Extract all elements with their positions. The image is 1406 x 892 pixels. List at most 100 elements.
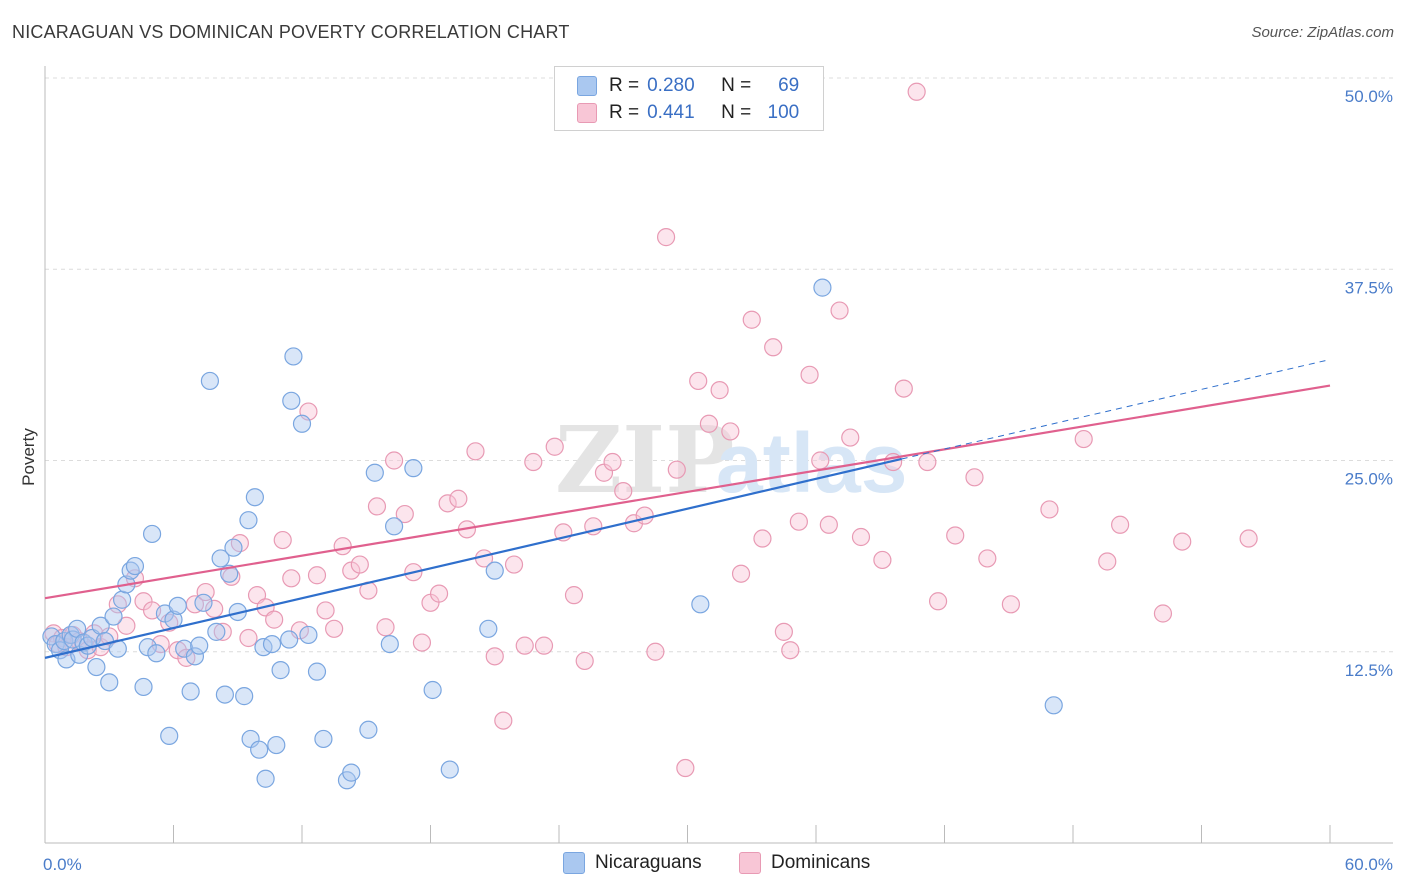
legend-n-label: N = [721,102,752,123]
x-tick-label: 60.0% [1345,855,1393,874]
legend-n-value: 69 [778,75,800,96]
nicaraguan-trend-extension [901,359,1331,460]
dominican-point [466,442,485,461]
dominican-point [376,618,395,637]
dominican-point [265,610,284,629]
nicaraguan-point [125,556,145,576]
nicaraguan-point [292,414,312,433]
dominican-point [978,549,997,568]
nicaraguan-point [485,561,504,580]
series-legend: Nicaraguans Dominicans [0,852,1406,878]
legend-label-nicaraguans: Nicaraguans [595,852,702,873]
dominican-point [603,452,622,472]
dominican-point [742,310,761,329]
legend-r-label: R = [609,102,640,123]
nicaraguan-point [181,682,200,701]
dominican-point [753,529,772,548]
dominican-point [117,616,136,635]
dominican-point [656,228,676,247]
legend-item-dominicans: Dominicans [739,852,870,874]
dominican-point [438,494,457,513]
dominican-point [564,586,584,605]
nicaraguan-point [280,630,299,649]
dominican-point [781,641,800,660]
nicaraguan-point [284,347,303,366]
dominican-point [1153,604,1173,623]
nicaraguan-point [112,590,132,609]
nicaraguan-point [479,619,498,638]
dominican-point [307,566,327,585]
legend-swatch-nicaraguans [563,852,585,874]
dominican-point [614,482,633,501]
dominican-point [575,651,594,671]
dominican-point [851,527,871,547]
legend-row-dominicans: R = 0.441 N = 100 [577,101,799,125]
dominican-point [395,504,414,524]
nicaraguan-point [160,726,179,746]
dominican-point [841,428,860,447]
nicaraguan-point [256,769,275,788]
nicaraguan-point [194,593,213,612]
nicaraguan-point [1044,696,1063,715]
nicaraguan-point [100,673,119,692]
nicaraguan-point [185,647,205,666]
y-tick-label: 37.5% [1345,278,1393,297]
dominican-point [873,550,892,570]
dominican-point [384,451,404,470]
nicaraguan-point [215,685,234,704]
nicaraguan-point [271,661,290,680]
dominican-point [213,622,232,641]
nicaraguan-trend-line [44,457,902,659]
dominican-point [667,460,686,479]
nicaraguan-point [691,595,710,614]
dominican-point [534,636,554,655]
nicaraguan-point [380,634,399,654]
dominican-point [485,647,504,666]
legend-r-value: 0.280 [647,75,695,96]
dominican-point [710,381,729,400]
trend-lines [44,359,1331,659]
dominican-point [524,452,543,472]
dominican-point [239,628,258,648]
legend-label-dominicans: Dominicans [771,852,871,873]
nicaraguan-point [239,511,258,530]
dominican-point [449,489,468,508]
legend-r-value: 0.441 [647,102,695,123]
legend-swatch-dominicans [577,103,597,123]
tick-labels: 12.5% 25.0% 37.5% 50.0% 0.0% 60.0% [43,87,1393,874]
dominican-point [1040,500,1059,519]
y-tick-label: 12.5% [1345,661,1393,680]
nicaraguan-point [207,622,226,641]
dominican-point [800,365,819,384]
nicaraguan-point [384,517,404,536]
dominican-point [350,555,369,574]
dominican-point [494,711,513,730]
dominican-point [273,530,292,550]
dominican-point [205,599,224,619]
dominican-point [325,619,344,638]
dominican-point [894,379,913,398]
nicaraguan-point [365,463,384,482]
dominican-point [1098,552,1117,571]
y-axis-label: Poverty [19,428,38,486]
dominican-point [764,338,783,357]
nicaraguan-point [404,459,423,478]
watermark-zip: ZIP [555,406,734,514]
nicaraguan-point [235,687,254,706]
axes [44,66,1393,844]
x-tick-label: 0.0% [43,855,82,874]
dominican-point [646,642,665,661]
nicaraguan-point [245,488,264,507]
stats-legend: R = 0.280 N = 69 R = 0.441 N = 100 [554,66,824,131]
legend-row-nicaraguans: R = 0.280 N = 69 [577,74,799,98]
nicaraguan-points [42,278,1063,790]
dominican-point [819,515,838,534]
dominican-point [1001,595,1020,614]
dominican-point [918,452,937,472]
nicaraguan-point [359,720,378,739]
dominican-point [515,636,534,655]
nicaraguan-point [440,760,459,779]
nicaraguan-point [142,524,162,544]
dominican-point [1173,532,1192,551]
